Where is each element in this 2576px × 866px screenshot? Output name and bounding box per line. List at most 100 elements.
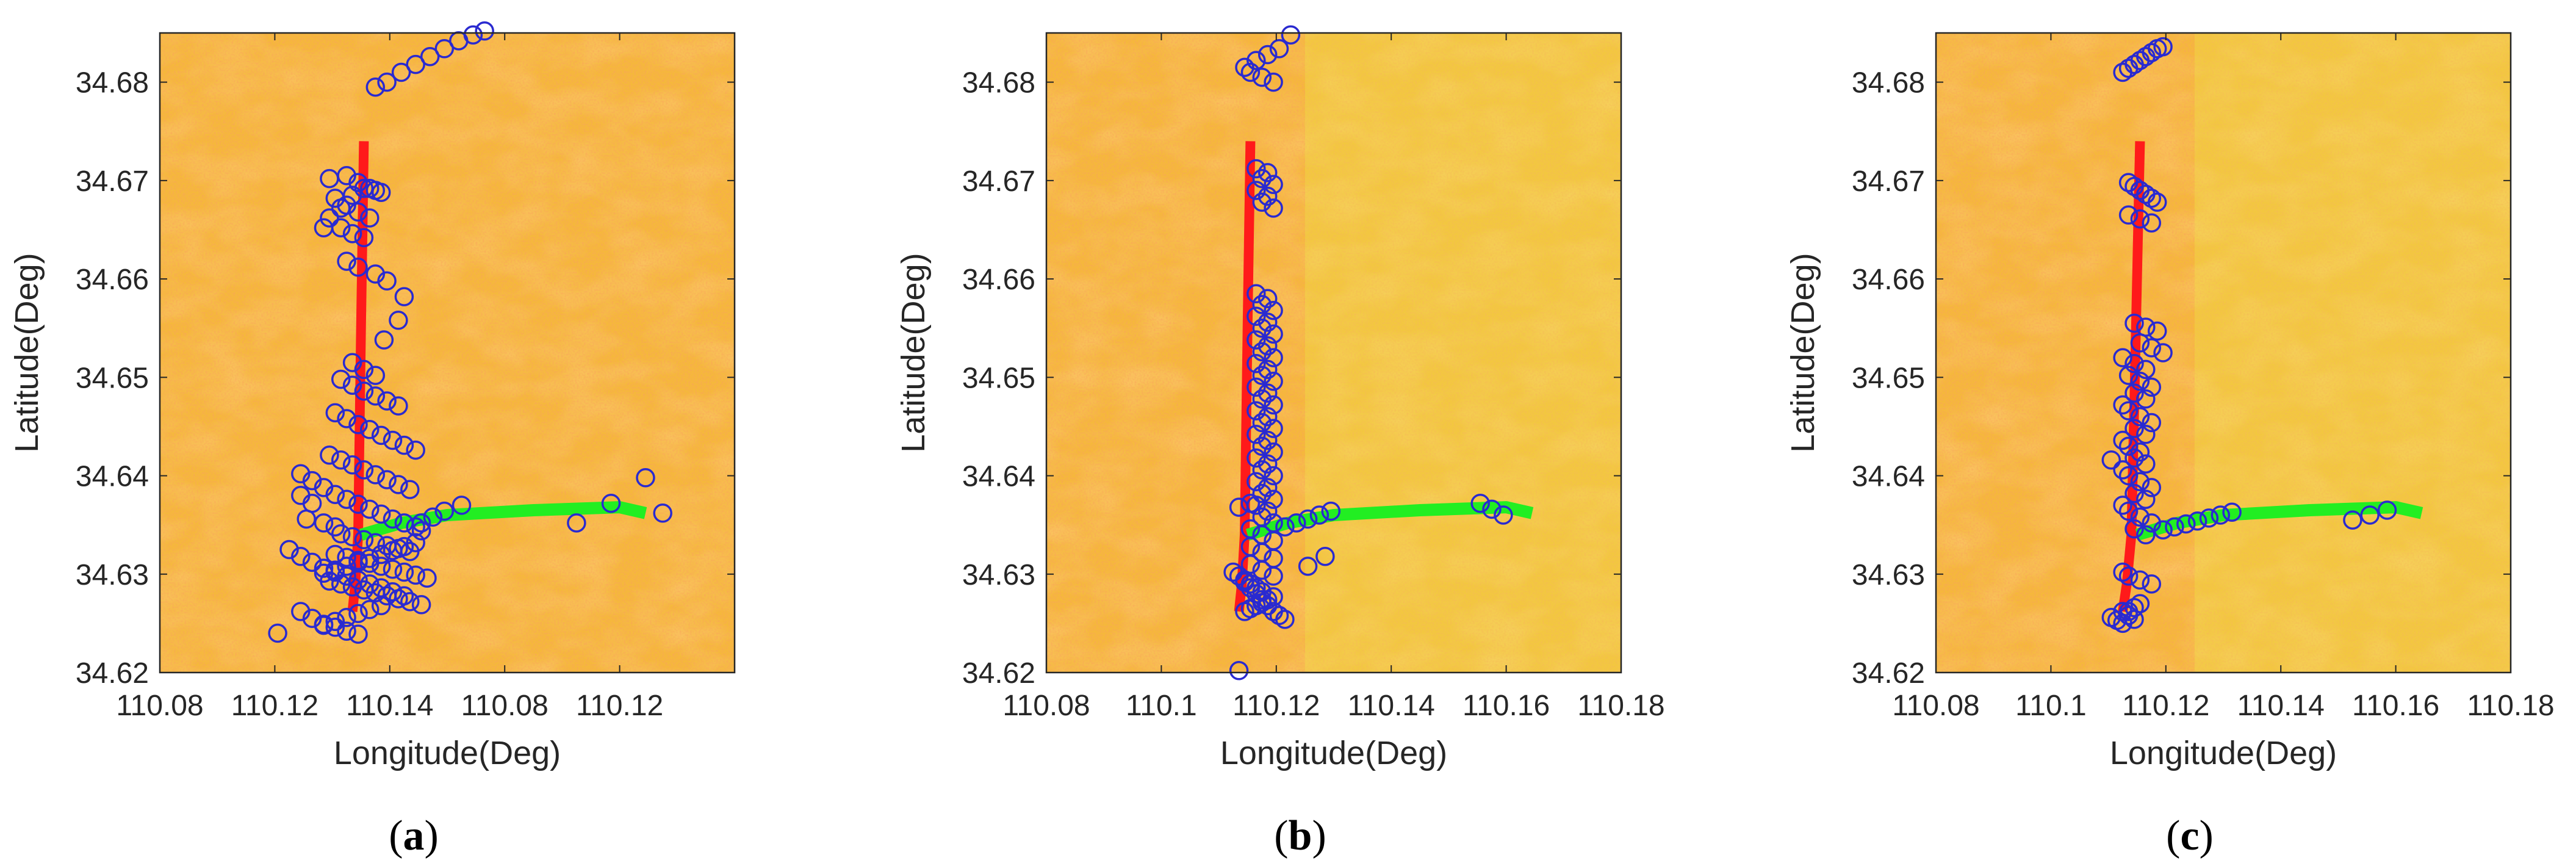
data-point <box>2118 205 2139 225</box>
y-tick-label: 34.65 <box>962 362 1035 394</box>
caption-close: ) <box>2200 812 2214 859</box>
data-point <box>348 604 368 624</box>
data-point <box>1309 505 1329 525</box>
data-point <box>2113 348 2132 367</box>
data-point <box>1240 62 1261 82</box>
data-point <box>2343 510 2362 530</box>
data-point <box>1264 566 1283 586</box>
plot-wash-c <box>2194 33 2511 673</box>
data-point <box>1247 181 1266 200</box>
data-point <box>2142 43 2162 62</box>
data-point <box>1257 289 1278 309</box>
data-point <box>1252 318 1272 338</box>
data-point <box>1252 366 1272 385</box>
caption-open: ( <box>389 812 403 859</box>
data-point <box>337 195 356 215</box>
data-point <box>360 549 380 568</box>
y-tick-label: 34.65 <box>76 362 149 394</box>
chart-panel-b: 110.08 110.1 110.12 110.14 110.16 110.18 34.62… <box>895 25 1665 859</box>
data-point <box>365 264 386 284</box>
data-point <box>360 574 380 594</box>
y-tick-label: 34.65 <box>1852 362 1925 394</box>
x-tick-label: 110.18 <box>1577 690 1664 722</box>
data-point <box>2118 566 2139 586</box>
data-point <box>331 369 351 389</box>
y-tick-label: 34.63 <box>76 559 149 591</box>
data-point <box>365 366 386 385</box>
y-tick-label: 34.62 <box>1852 657 1925 690</box>
data-point <box>2113 430 2132 450</box>
data-point <box>2113 395 2132 415</box>
data-point <box>636 468 655 488</box>
x-tick-label: 110.18 <box>2467 690 2554 722</box>
data-point <box>2211 505 2231 525</box>
chart-panel-c: 110.08 110.1 110.12 110.14 110.16 110.18 34.62… <box>1785 32 2555 859</box>
data-point <box>1247 472 1266 491</box>
x-tick-label: 110.1 <box>2015 690 2087 722</box>
data-point <box>1252 67 1272 87</box>
data-point <box>2124 353 2144 373</box>
data-point <box>2187 511 2207 531</box>
y-tick-label: 34.63 <box>962 559 1035 591</box>
data-point <box>348 494 368 514</box>
data-point <box>365 386 386 406</box>
data-point <box>325 562 345 582</box>
data-point <box>2118 501 2139 521</box>
data-point <box>1275 610 1295 629</box>
data-point <box>1247 448 1266 468</box>
data-point <box>377 72 397 92</box>
data-point <box>1247 306 1266 327</box>
data-point <box>1235 57 1254 78</box>
data-point <box>331 450 351 470</box>
data-point <box>342 353 362 372</box>
data-point <box>371 596 391 616</box>
x-tick-label: 110.12 <box>1232 690 1320 722</box>
data-point <box>400 592 420 612</box>
data-point <box>1264 175 1283 195</box>
data-point <box>2153 37 2173 57</box>
data-point <box>354 228 374 248</box>
x-tick-label: 110.14 <box>1348 690 1435 722</box>
data-point <box>371 504 391 524</box>
y-tick-label: 34.66 <box>962 264 1035 296</box>
y-tick-label: 34.67 <box>1852 165 1925 198</box>
data-point <box>475 21 494 41</box>
data-point <box>1252 582 1272 602</box>
axes-frame-b <box>1045 32 1622 674</box>
data-point <box>342 375 362 395</box>
data-point <box>2113 562 2132 582</box>
data-point <box>279 539 299 560</box>
y-axis-label: Latitude(Deg) <box>1785 253 1821 452</box>
data-point <box>337 489 356 509</box>
data-point <box>337 607 356 627</box>
data-point <box>434 501 455 521</box>
data-point <box>2153 520 2173 539</box>
data-point <box>411 595 431 615</box>
data-point <box>2165 517 2184 537</box>
data-point <box>348 624 368 644</box>
data-point <box>394 536 414 557</box>
data-point <box>1252 413 1272 433</box>
data-point <box>601 493 621 513</box>
data-point <box>2124 597 2144 618</box>
y-tick-label: 34.67 <box>76 165 149 198</box>
data-point <box>337 409 356 428</box>
data-point <box>1264 348 1283 367</box>
data-point <box>2176 514 2196 534</box>
data-point <box>1252 295 1272 314</box>
data-point <box>1264 419 1283 438</box>
data-point <box>420 46 440 67</box>
data-point <box>383 509 403 529</box>
data-point <box>1247 284 1266 304</box>
x-tick-label: 110.16 <box>2352 690 2439 722</box>
data-point <box>2130 407 2150 427</box>
data-point <box>325 517 345 537</box>
data-point <box>325 612 345 631</box>
x-tick-label: 110.12 <box>576 690 663 722</box>
data-point <box>1264 324 1283 344</box>
data-point <box>2124 419 2144 438</box>
data-point <box>2142 213 2162 233</box>
data-point <box>391 62 411 82</box>
data-point <box>1470 493 1490 513</box>
data-point <box>2142 478 2162 497</box>
